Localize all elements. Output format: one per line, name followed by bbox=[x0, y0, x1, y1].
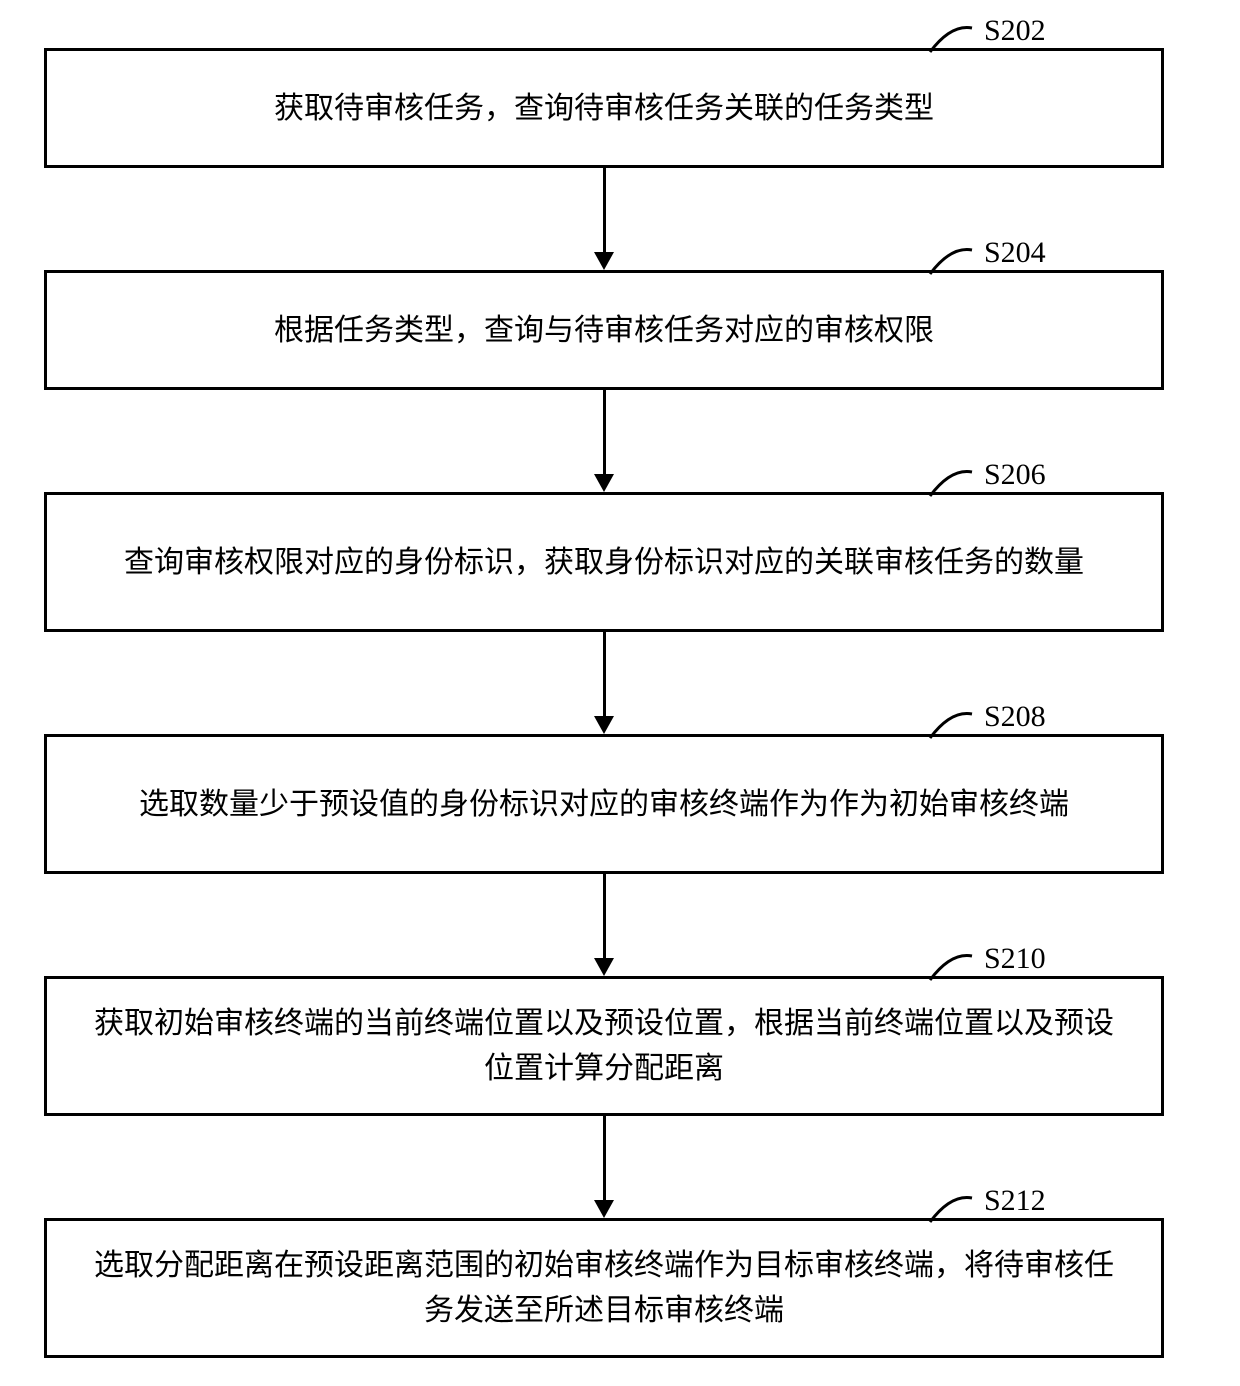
step-label-s212: S212 bbox=[984, 1184, 1046, 1218]
step-text-s212: 选取分配距离在预设距离范围的初始审核终端作为目标审核终端，将待审核任务发送至所述… bbox=[87, 1243, 1121, 1333]
flowchart-container: 获取待审核任务，查询待审核任务关联的任务类型 S202 根据任务类型，查询与待审… bbox=[0, 0, 1240, 1386]
step-box-s212: 选取分配距离在预设距离范围的初始审核终端作为目标审核终端，将待审核任务发送至所述… bbox=[44, 1218, 1164, 1358]
arrow-s210-s212 bbox=[0, 0, 1240, 1386]
